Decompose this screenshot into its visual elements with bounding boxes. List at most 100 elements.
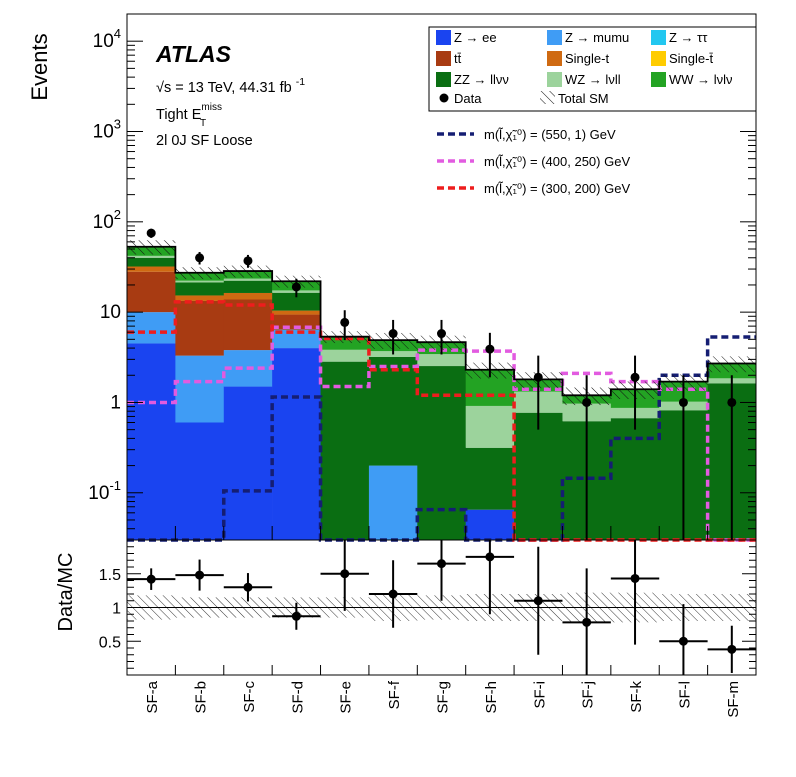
y-tick-label-exp-5: -1 <box>109 478 121 493</box>
legend-swatch-4 <box>547 51 562 66</box>
ratio-point-8 <box>533 596 543 606</box>
legend-signal-label-2: m(l̃,χ̃₁⁰) = (300, 200) GeV <box>484 181 630 196</box>
ratio-point-12 <box>727 644 737 654</box>
stack-bar-4-2 <box>223 292 273 300</box>
data-point-2 <box>243 256 253 266</box>
legend-data-marker <box>439 93 449 103</box>
x-category-label-6: SF-g <box>435 681 452 714</box>
stack-bar-7-6 <box>417 354 466 367</box>
y-tick-label-3: 10 <box>100 302 121 323</box>
stack-bar-3-1 <box>175 300 225 356</box>
legend-swatch-8 <box>651 72 666 87</box>
stack-bar-6-8 <box>514 412 563 540</box>
data-point-10 <box>630 372 640 382</box>
ratio-point-4 <box>340 569 350 579</box>
legend-signal-label-1: m(l̃,χ̃₁⁰) = (400, 250) GeV <box>484 154 630 169</box>
x-category-label-5: SF-f <box>386 680 403 709</box>
stack-bar-3-2 <box>223 299 273 351</box>
region-label: 2l 0J SF Loose <box>156 133 253 149</box>
legend-label-2: Z → ττ <box>669 30 708 45</box>
x-category-label-11: SF-l <box>676 681 693 709</box>
stack-bar-0-1 <box>175 422 225 540</box>
experiment-label: ATLAS <box>155 41 232 67</box>
y-tick-label-base-0: 10 <box>93 31 114 52</box>
stack-bar-1-1 <box>175 355 225 423</box>
data-point-4 <box>340 317 350 327</box>
legend-signal-label-0: m(l̃,χ̃₁⁰) = (550, 1) GeV <box>484 127 616 142</box>
y-tick-label-2: 102 <box>93 207 121 233</box>
main-panel-annotations: Events ATLAS √s = 13 TeV, 44.31 fb -1 Tig… <box>27 33 305 149</box>
stack-bar-6-3 <box>272 292 321 311</box>
stack-bar-6-10 <box>610 418 660 540</box>
stack-bar-6-2 <box>223 280 273 293</box>
signal-line-2 <box>127 300 756 542</box>
x-category-label-4: SF-e <box>338 681 355 714</box>
legend-swatch-0 <box>436 30 451 45</box>
legend-data-label: Data <box>454 91 482 106</box>
y-tick-label-1: 103 <box>93 117 121 143</box>
x-category-label-7: SF-h <box>483 681 500 714</box>
stack-bar-7-7 <box>465 405 515 448</box>
stack-bar-1-0 <box>127 312 176 344</box>
ratio-point-2 <box>243 582 253 592</box>
ratio-point-1 <box>195 570 205 580</box>
met-label: Tight Emiss T <box>156 102 222 129</box>
energy-sup: -1 <box>296 76 305 88</box>
ratio-point-11 <box>678 636 688 646</box>
ratio-point-6 <box>437 559 446 569</box>
ratio-tick-label-0: 1.5 <box>99 567 121 584</box>
stack-bar-6-5 <box>368 356 418 466</box>
stack-bar-6-0 <box>127 257 176 267</box>
energy-label: √s = 13 TeV, 44.31 fb -1 <box>156 76 305 96</box>
legend-swatch-1 <box>547 30 562 45</box>
data-point-1 <box>195 253 205 263</box>
stack-bar-6-4 <box>320 361 370 540</box>
stack-bar-0-2 <box>223 386 273 540</box>
main-panel-data <box>146 228 737 540</box>
ratio-tick-label-2: 0.5 <box>99 634 121 651</box>
ratio-point-7 <box>485 552 495 562</box>
legend-box <box>428 26 757 112</box>
ratio-point-9 <box>582 617 592 627</box>
legend-total-swatch <box>540 91 555 104</box>
legend-swatch-6 <box>436 72 451 87</box>
stack-bar-4-1 <box>175 295 225 301</box>
x-category-label-10: SF-k <box>628 681 645 713</box>
x-category-label-2: SF-c <box>241 681 258 713</box>
legend-label-8: WW → lνlν <box>669 72 733 87</box>
stack-bar-3-0 <box>127 271 176 313</box>
legend-label-5: Single-t̄ <box>669 51 713 66</box>
stack-bar-0-3 <box>272 348 321 540</box>
stack-bar-1-5 <box>368 465 418 540</box>
stack-bar-0-0 <box>127 343 176 540</box>
data-point-7 <box>485 344 495 354</box>
stack-bar-4-0 <box>127 266 176 272</box>
ratio-ylabel: Data/MC <box>55 553 77 632</box>
y-tick-label-base-5: 10 <box>88 483 109 504</box>
y-tick-label-exp-0: 4 <box>114 26 121 41</box>
legend-swatch-3 <box>436 51 451 66</box>
data-point-11 <box>678 397 688 407</box>
y-tick-label-base-2: 10 <box>93 212 114 233</box>
x-category-label-3: SF-d <box>289 681 306 714</box>
legend-swatch-5 <box>651 51 666 66</box>
ratio-point-0 <box>146 574 156 584</box>
stack-bar-4-3 <box>272 310 321 315</box>
legend-label-7: WZ → lνll <box>565 72 621 87</box>
main-panel-stack <box>127 246 757 540</box>
y-tick-label-base-1: 10 <box>93 122 114 143</box>
x-category-label-9: SF-j <box>580 681 597 709</box>
ratio-tick-label-1: 1 <box>112 601 121 618</box>
legend-label-3: tt̄ <box>454 51 462 66</box>
x-category-label-12: SF-m <box>725 681 742 718</box>
y-tick-label-5: 10-1 <box>88 478 121 504</box>
ratio-point-10 <box>630 573 640 583</box>
legend-label-4: Single-t <box>565 51 609 66</box>
data-point-9 <box>582 397 592 407</box>
y-tick-label-0: 104 <box>93 26 121 52</box>
ratio-point-3 <box>291 611 301 621</box>
met-sup: miss <box>201 102 222 113</box>
data-point-12 <box>727 397 737 407</box>
